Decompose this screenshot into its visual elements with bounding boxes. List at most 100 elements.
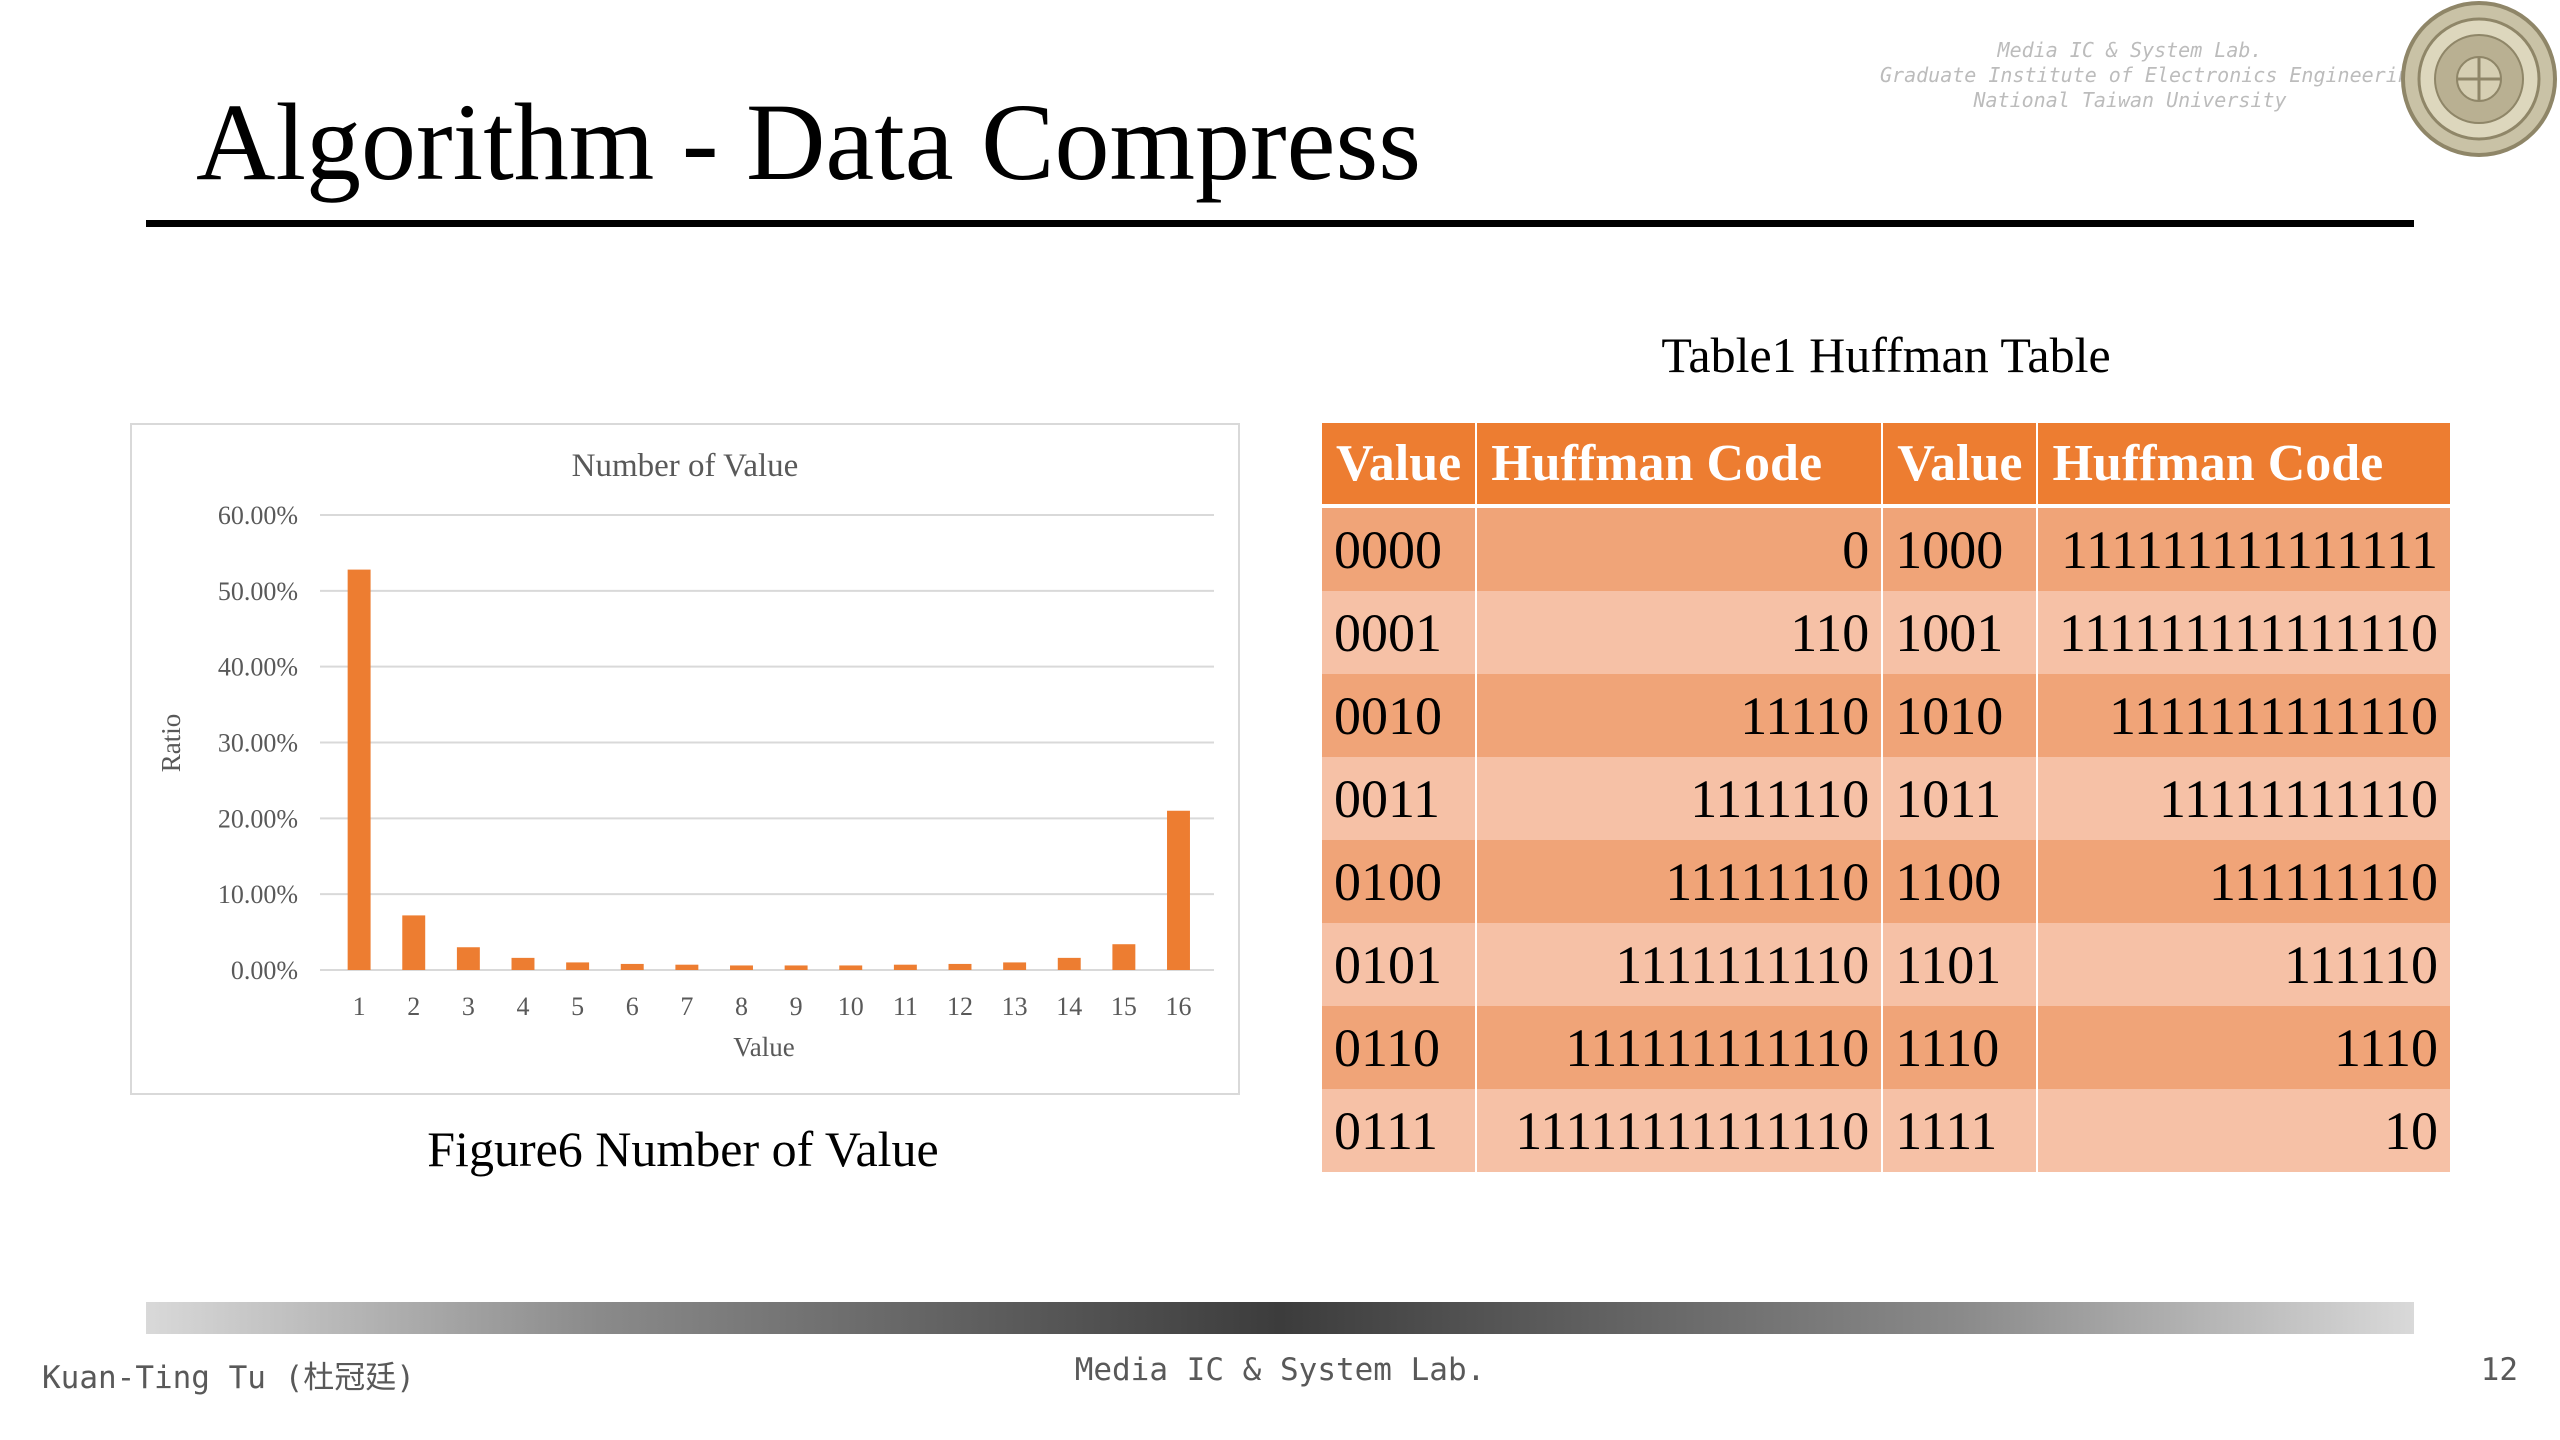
x-tick-label: 3 xyxy=(462,992,475,1021)
huffman-code-cell: 0 xyxy=(1475,506,1883,591)
huffman-code-cell: 1111111110 xyxy=(1475,923,1883,1006)
huffman-code-cell: 111111111111111 xyxy=(2036,506,2450,591)
university-seal-logo xyxy=(2401,1,2557,157)
chart-bar xyxy=(402,915,426,970)
table-row: 0011 1111110 1011 11111111110 xyxy=(1322,757,2450,840)
table-row: 0101 1111111110 1101 111110 xyxy=(1322,923,2450,1006)
chart-bar xyxy=(511,957,535,970)
chart-bar xyxy=(566,962,590,970)
y-tick-label: 0.00% xyxy=(231,956,298,985)
lab-header: Media IC & System Lab. Graduate Institut… xyxy=(1880,38,2422,113)
value-cell: 1000 xyxy=(1881,506,2038,591)
table-caption: Table1 Huffman Table xyxy=(1661,327,2111,383)
y-tick-label: 50.00% xyxy=(218,577,298,606)
value-cell: 0011 xyxy=(1322,757,1477,840)
chart-bar xyxy=(839,965,863,970)
value-cell: 1011 xyxy=(1881,757,2038,840)
chart-x-axis-label: Value xyxy=(733,1032,794,1062)
value-cell: 0111 xyxy=(1322,1089,1477,1172)
chart-bar xyxy=(1167,810,1190,970)
chart-bar xyxy=(1057,957,1081,970)
x-tick-label: 8 xyxy=(735,992,748,1021)
y-tick-label: 60.00% xyxy=(218,501,298,530)
figure-caption: Figure6 Number of Value xyxy=(427,1121,939,1177)
value-cell: 0110 xyxy=(1322,1006,1477,1089)
table-row: 0100 11111110 1100 111111110 xyxy=(1322,840,2450,923)
footer-gradient-bar xyxy=(146,1302,2414,1334)
huffman-code-cell: 11110 xyxy=(1475,674,1883,757)
chart-bar xyxy=(893,964,917,970)
y-tick-label: 10.00% xyxy=(218,880,298,909)
huffman-code-cell: 110 xyxy=(1475,591,1883,674)
x-tick-label: 13 xyxy=(1002,992,1028,1021)
x-tick-label: 6 xyxy=(626,992,639,1021)
value-cell: 1100 xyxy=(1881,840,2038,923)
huffman-code-cell: 10 xyxy=(2036,1089,2450,1172)
huffman-code-cell: 11111111110 xyxy=(2036,757,2450,840)
value-cell: 1110 xyxy=(1881,1006,2038,1089)
huffman-code-cell: 111111110 xyxy=(2036,840,2450,923)
y-tick-label: 40.00% xyxy=(218,653,298,682)
chart-title: Number of Value xyxy=(572,448,799,484)
huffman-code-cell: 111111111110 xyxy=(1475,1006,1883,1089)
huffman-code-cell: 1111110 xyxy=(1475,757,1883,840)
chart-bar xyxy=(948,963,972,970)
huffman-code-cell: 111110 xyxy=(2036,923,2450,1006)
table-header-value: Value xyxy=(1322,423,1477,508)
x-tick-label: 7 xyxy=(680,992,693,1021)
table-header-huffman-code: Huffman Code xyxy=(2036,423,2450,508)
table-row: 0001 110 1001 111111111111110 xyxy=(1322,591,2450,674)
value-cell: 1001 xyxy=(1881,591,2038,674)
table-header-huffman-code: Huffman Code xyxy=(1475,423,1883,508)
x-tick-label: 15 xyxy=(1111,992,1137,1021)
x-tick-label: 9 xyxy=(790,992,803,1021)
chart-bar xyxy=(1112,944,1136,970)
table-row: 0010 11110 1010 1111111111110 xyxy=(1322,674,2450,757)
chart-y-axis-label: Ratio xyxy=(156,714,186,773)
table-row: 0000 0 1000 111111111111111 xyxy=(1322,506,2450,591)
chart-bar xyxy=(456,947,480,970)
x-tick-label: 1 xyxy=(353,992,366,1021)
x-tick-label: 4 xyxy=(516,992,529,1021)
x-tick-label: 16 xyxy=(1165,992,1191,1021)
x-tick-label: 12 xyxy=(947,992,973,1021)
lab-header-line2: Graduate Institute of Electronics Engine… xyxy=(1880,63,2422,87)
value-cell: 1101 xyxy=(1881,923,2038,1006)
huffman-table: Value Huffman Code Value Huffman Code 00… xyxy=(1322,423,2450,1172)
huffman-code-cell: 1110 xyxy=(2036,1006,2450,1089)
footer-lab-name: Media IC & System Lab. xyxy=(1074,1352,1486,1388)
x-tick-label: 2 xyxy=(407,992,420,1021)
value-cell: 1010 xyxy=(1881,674,2038,757)
chart-bar xyxy=(620,963,644,970)
x-tick-label: 11 xyxy=(893,992,918,1021)
footer-author: Kuan-Ting Tu (杜冠廷) xyxy=(42,1360,415,1396)
huffman-code-cell: 111111111111110 xyxy=(2036,591,2450,674)
page-number: 12 xyxy=(2480,1352,2518,1388)
table-header-row: Value Huffman Code Value Huffman Code xyxy=(1322,423,2450,508)
x-tick-label: 5 xyxy=(571,992,584,1021)
y-tick-label: 30.00% xyxy=(218,729,298,758)
x-tick-label: 14 xyxy=(1056,992,1082,1021)
lab-header-line1: Media IC & System Lab. xyxy=(1997,38,2263,62)
value-cell: 0001 xyxy=(1322,591,1477,674)
huffman-code-cell: 1111111111110 xyxy=(2036,674,2450,757)
huffman-code-cell: 11111110 xyxy=(1475,840,1883,923)
value-cell: 0000 xyxy=(1322,506,1477,591)
bar-chart: 0.00% 10.00% 20.00% 30.00% 40.00% 50.00% 60.00… xyxy=(130,423,1240,1095)
table-row: 0110 111111111110 1110 1110 xyxy=(1322,1006,2450,1089)
lab-header-line3: National Taiwan University xyxy=(1973,88,2287,112)
chart-bar xyxy=(1003,962,1027,970)
value-cell: 0100 xyxy=(1322,840,1477,923)
chart-bar xyxy=(347,569,371,970)
table-row: 0111 11111111111110 1111 10 xyxy=(1322,1089,2450,1172)
slide-title: Algorithm - Data Compress xyxy=(196,81,1422,203)
value-cell: 1111 xyxy=(1881,1089,2038,1172)
chart-bar xyxy=(730,965,753,970)
y-tick-label: 20.00% xyxy=(218,804,298,833)
value-cell: 0010 xyxy=(1322,674,1477,757)
chart-bar xyxy=(675,964,699,970)
huffman-code-cell: 11111111111110 xyxy=(1475,1089,1883,1172)
table-header-value: Value xyxy=(1881,423,2038,508)
x-tick-label: 10 xyxy=(838,992,864,1021)
chart-bar xyxy=(784,965,808,970)
